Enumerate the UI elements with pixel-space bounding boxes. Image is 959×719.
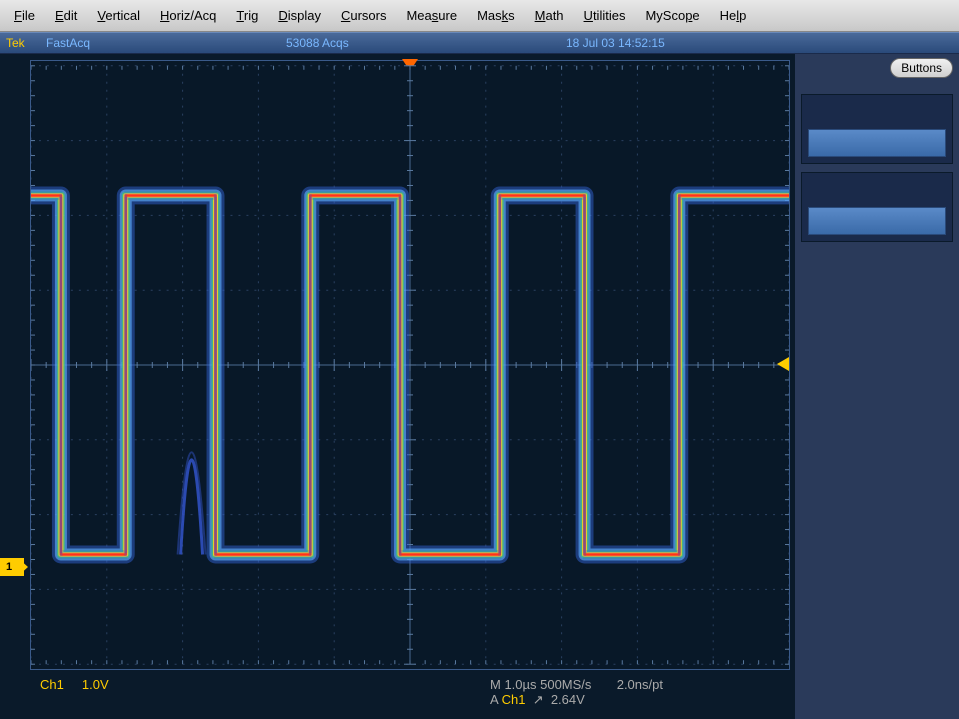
- readout-ch-label: Ch1: [40, 677, 64, 692]
- channel-marker-label: 1: [6, 561, 12, 573]
- status-acqs: 53088 Acqs: [286, 36, 566, 50]
- side-slot-2[interactable]: [801, 172, 953, 242]
- side-panel: Buttons: [795, 54, 959, 719]
- trigger-level-arrow-icon[interactable]: [777, 357, 789, 371]
- readout-trig-ch: Ch1: [502, 692, 526, 707]
- status-tek: Tek: [6, 36, 46, 50]
- menu-horizacq[interactable]: Horiz/Acq: [150, 4, 226, 27]
- menu-math[interactable]: Math: [525, 4, 574, 27]
- menu-vertical[interactable]: Vertical: [87, 4, 150, 27]
- readout-trig-line: A: [490, 692, 498, 707]
- menu-help[interactable]: Help: [710, 4, 757, 27]
- readout-timebase: M 1.0µs 500MS/s: [490, 677, 591, 692]
- readout-trig-edge-icon: ↗: [533, 692, 544, 707]
- menu-file[interactable]: File: [4, 4, 45, 27]
- graticule: [30, 60, 790, 670]
- menu-cursors[interactable]: Cursors: [331, 4, 397, 27]
- menu-edit[interactable]: Edit: [45, 4, 87, 27]
- readout-trig-level: 2.64V: [551, 692, 585, 707]
- menu-bar: FileEditVerticalHoriz/AcqTrigDisplayCurs…: [0, 0, 959, 32]
- menu-display[interactable]: Display: [268, 4, 331, 27]
- readout-resolution: 2.0ns/pt: [617, 677, 663, 692]
- main-area: 1 Buttons Ch1 1.0V M 1.0µs 500MS/s 2.0ns…: [0, 54, 959, 719]
- menu-measure[interactable]: Measure: [396, 4, 467, 27]
- waveform-display: [31, 61, 789, 669]
- readout-vdiv: 1.0V: [82, 677, 109, 692]
- menu-masks[interactable]: Masks: [467, 4, 525, 27]
- buttons-toggle[interactable]: Buttons: [890, 58, 953, 78]
- menu-myscope[interactable]: MyScope: [635, 4, 709, 27]
- readout-bar: Ch1 1.0V M 1.0µs 500MS/s 2.0ns/pt A Ch1 …: [30, 677, 790, 715]
- side-slot-1[interactable]: [801, 94, 953, 164]
- side-slot-1-button[interactable]: [808, 129, 946, 157]
- side-slot-2-button[interactable]: [808, 207, 946, 235]
- status-mode: FastAcq: [46, 36, 286, 50]
- readout-channel: Ch1 1.0V: [30, 677, 490, 715]
- status-datetime: 18 Jul 03 14:52:15: [566, 36, 665, 50]
- channel-1-marker[interactable]: 1: [0, 558, 24, 576]
- menu-utilities[interactable]: Utilities: [574, 4, 636, 27]
- menu-trig[interactable]: Trig: [226, 4, 268, 27]
- readout-timebase-block: M 1.0µs 500MS/s 2.0ns/pt A Ch1 ↗ 2.64V: [490, 677, 790, 715]
- status-bar: Tek FastAcq 53088 Acqs 18 Jul 03 14:52:1…: [0, 32, 959, 54]
